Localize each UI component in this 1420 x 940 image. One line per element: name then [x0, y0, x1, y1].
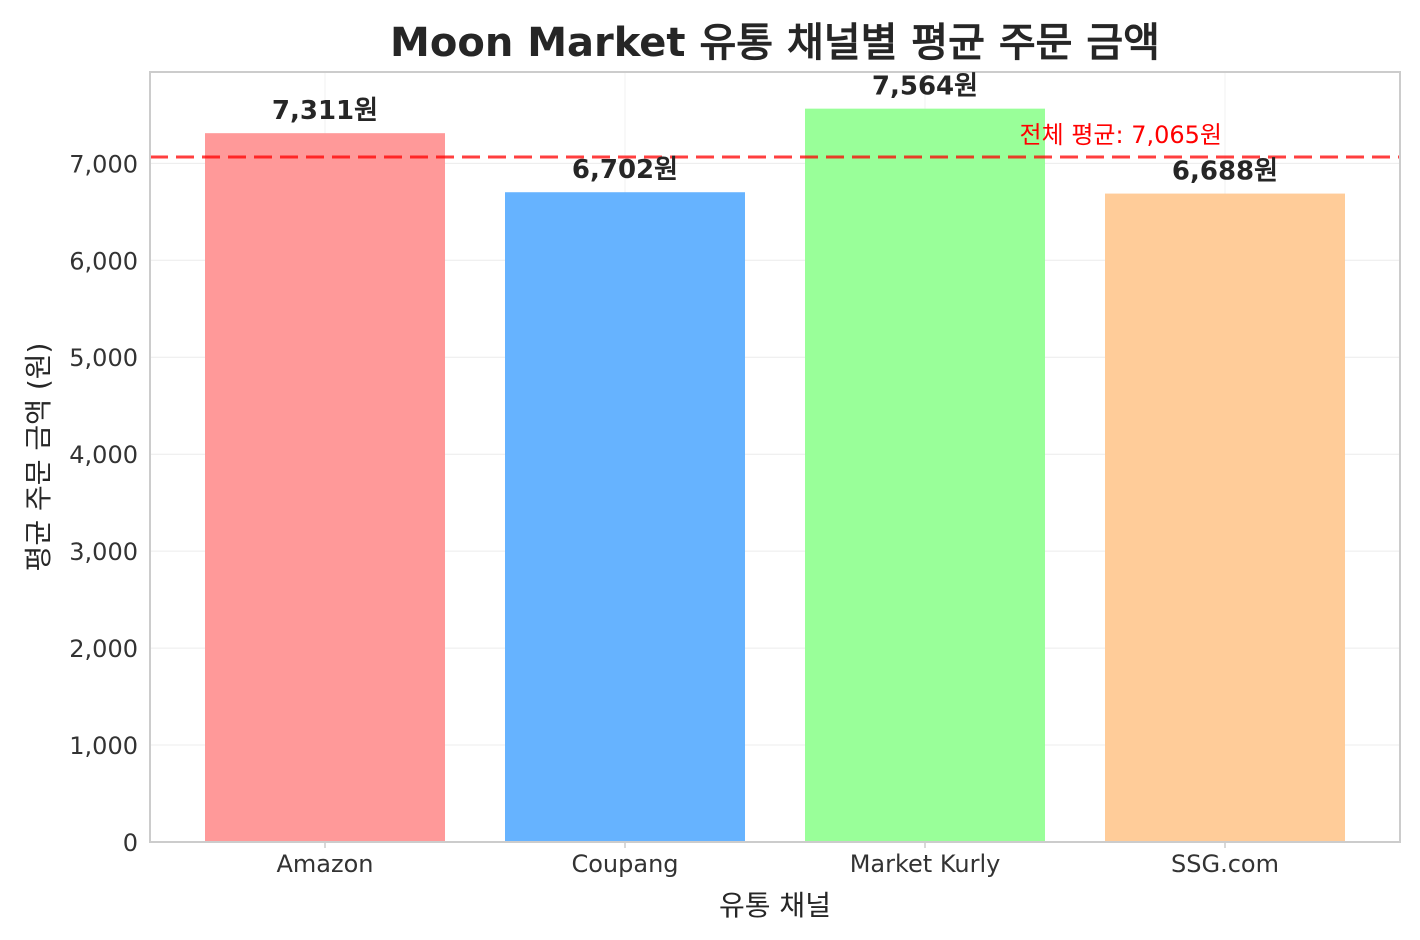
- chart-title: Moon Market 유통 채널별 평균 주문 금액: [390, 20, 1160, 66]
- plot-frame: [149, 71, 1401, 843]
- x-tick-label: Coupang: [571, 850, 678, 878]
- x-tick-label: SSG.com: [1171, 850, 1279, 878]
- y-axis-label: 평균 주문 금액 (원): [22, 343, 55, 572]
- reference-line-group: 전체 평균: 7,065원: [150, 121, 1400, 159]
- data-label: 6,688원: [1172, 157, 1278, 187]
- y-ticks: 0 1,000 2,000 3,000 4,000 5,000 6,000 7,000: [69, 150, 138, 857]
- x-ticks: Amazon Coupang Market Kurly SSG.com: [277, 842, 1279, 878]
- bar: [505, 192, 745, 842]
- y-tick-label: 4,000: [69, 441, 138, 469]
- data-label: 7,564원: [872, 72, 978, 102]
- bar: [805, 108, 1045, 843]
- y-tick-label: 3,000: [69, 538, 138, 566]
- x-axis-label: 유통 채널: [719, 889, 831, 922]
- average-label: 전체 평균: 7,065원: [1020, 121, 1222, 149]
- x-tick-label: Amazon: [277, 850, 374, 878]
- y-tick-label: 1,000: [69, 732, 138, 760]
- bars: [205, 108, 1345, 843]
- bar: [1105, 193, 1345, 842]
- y-tick-label: 7,000: [69, 150, 138, 178]
- y-tick-label: 5,000: [69, 344, 138, 372]
- data-label: 7,311원: [272, 96, 378, 126]
- y-tick-label: 6,000: [69, 247, 138, 275]
- data-labels: 7,311원 6,702원 7,564원 6,688원: [272, 72, 1278, 187]
- data-label: 6,702원: [572, 155, 678, 185]
- bar: [205, 133, 445, 842]
- y-tick-label: 0: [123, 829, 138, 857]
- y-tick-label: 2,000: [69, 635, 138, 663]
- x-tick-label: Market Kurly: [850, 850, 1001, 878]
